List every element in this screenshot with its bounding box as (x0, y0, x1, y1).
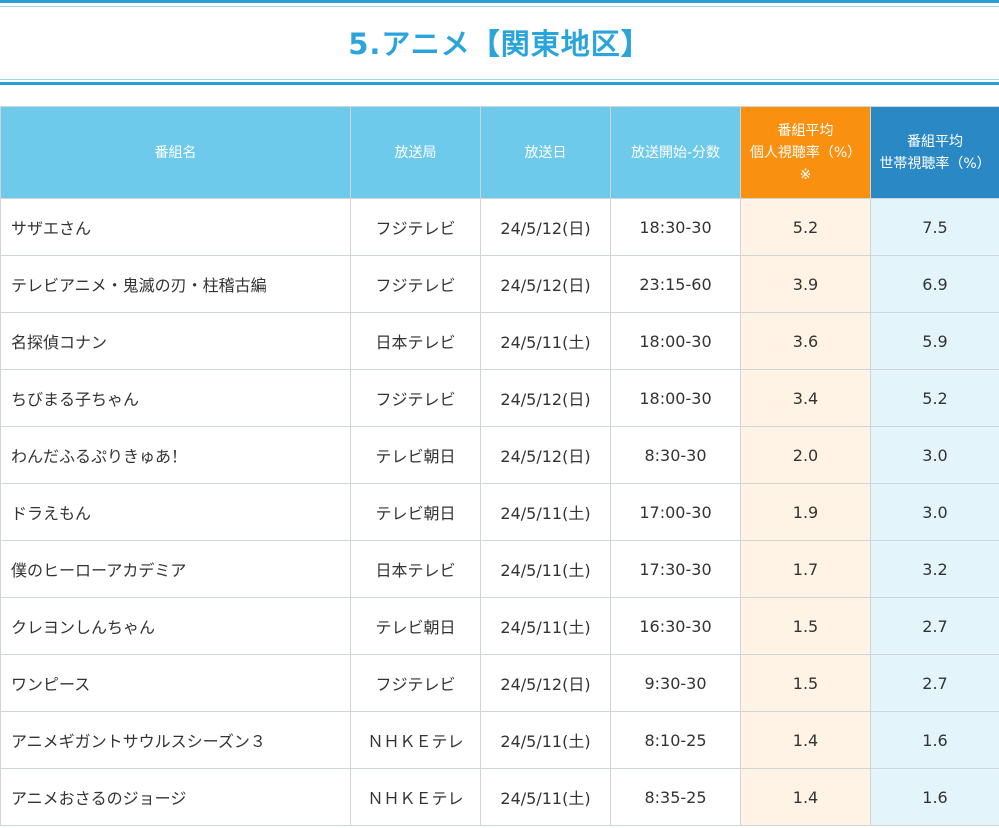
cell-start-duration: 17:30-30 (610, 540, 741, 598)
table-row: 名探偵コナン 日本テレビ 24/5/11(土) 18:00-30 3.6 5.9 (0, 312, 999, 370)
header-personal-rating: 番組平均 個人視聴率（%） ※ (740, 106, 871, 199)
table-row: クレヨンしんちゃん テレビ朝日 24/5/11(土) 16:30-30 1.5 2.7 (0, 597, 999, 655)
cell-date: 24/5/12(日) (480, 369, 611, 427)
cell-date: 24/5/11(土) (480, 711, 611, 769)
cell-personal-rating: 2.0 (740, 426, 871, 484)
table-row: サザエさん フジテレビ 24/5/12(日) 18:30-30 5.2 7.5 (0, 198, 999, 256)
header-personal-line2: 個人視聴率（%） (749, 144, 862, 161)
cell-program-name: ドラえもん (0, 483, 351, 541)
cell-program-name: アニメおさるのジョージ (0, 768, 351, 826)
cell-date: 24/5/11(土) (480, 540, 611, 598)
cell-program-name: アニメギガントサウルスシーズン３ (0, 711, 351, 769)
cell-date: 24/5/12(日) (480, 426, 611, 484)
cell-date: 24/5/11(土) (480, 597, 611, 655)
title-rule-top-thin (0, 6, 999, 7)
header-personal-line1: 番組平均 (777, 122, 834, 139)
cell-personal-rating: 1.7 (740, 540, 871, 598)
title-rule-bottom (0, 82, 999, 85)
cell-start-duration: 8:30-30 (610, 426, 741, 484)
cell-household-rating: 3.0 (870, 483, 999, 541)
cell-household-rating: 5.9 (870, 312, 999, 370)
cell-date: 24/5/12(日) (480, 654, 611, 712)
cell-start-duration: 18:30-30 (610, 198, 741, 256)
header-start-duration: 放送開始-分数 (610, 106, 741, 199)
cell-start-duration: 8:35-25 (610, 768, 741, 826)
header-household-rating: 番組平均 世帯視聴率（%） (870, 106, 999, 199)
table-row: アニメおさるのジョージ ＮＨＫＥテレ 24/5/11(土) 8:35-25 1.4 1.6 (0, 768, 999, 826)
cell-household-rating: 1.6 (870, 768, 999, 826)
cell-personal-rating: 1.4 (740, 711, 871, 769)
header-program-name: 番組名 (0, 106, 351, 199)
cell-program-name: サザエさん (0, 198, 351, 256)
cell-start-duration: 18:00-30 (610, 312, 741, 370)
header-personal-note-mark: ※ (799, 166, 812, 183)
table-row: アニメギガントサウルスシーズン３ ＮＨＫＥテレ 24/5/11(土) 8:10-25 1… (0, 711, 999, 769)
cell-personal-rating: 3.6 (740, 312, 871, 370)
table-row: 僕のヒーローアカデミア 日本テレビ 24/5/11(土) 17:30-30 1.7 3.2 (0, 540, 999, 598)
cell-station: フジテレビ (350, 654, 481, 712)
cell-date: 24/5/11(土) (480, 768, 611, 826)
cell-personal-rating: 3.4 (740, 369, 871, 427)
header-station: 放送局 (350, 106, 481, 199)
cell-date: 24/5/11(土) (480, 312, 611, 370)
table-row: ワンピース フジテレビ 24/5/12(日) 9:30-30 1.5 2.7 (0, 654, 999, 712)
cell-program-name: 僕のヒーローアカデミア (0, 540, 351, 598)
cell-start-duration: 16:30-30 (610, 597, 741, 655)
cell-personal-rating: 1.5 (740, 654, 871, 712)
cell-station: 日本テレビ (350, 312, 481, 370)
cell-personal-rating: 3.9 (740, 255, 871, 313)
header-household-line1: 番組平均 (907, 133, 963, 150)
cell-personal-rating: 1.9 (740, 483, 871, 541)
cell-personal-rating: 1.4 (740, 768, 871, 826)
cell-program-name: ワンピース (0, 654, 351, 712)
cell-program-name: ちびまる子ちゃん (0, 369, 351, 427)
cell-household-rating: 2.7 (870, 597, 999, 655)
cell-station: ＮＨＫＥテレ (350, 768, 481, 826)
table-header-row: 番組名 放送局 放送日 放送開始-分数 番組平均 個人視聴率（%） ※ 番組平均… (0, 106, 999, 199)
cell-household-rating: 3.0 (870, 426, 999, 484)
cell-program-name: わんだふるぷりきゅあ！ (0, 426, 351, 484)
cell-program-name: テレビアニメ・鬼滅の刃・柱稽古編 (0, 255, 351, 313)
cell-date: 24/5/11(土) (480, 483, 611, 541)
cell-station: ＮＨＫＥテレ (350, 711, 481, 769)
cell-station: フジテレビ (350, 369, 481, 427)
cell-start-duration: 23:15-60 (610, 255, 741, 313)
cell-household-rating: 6.9 (870, 255, 999, 313)
cell-start-duration: 8:10-25 (610, 711, 741, 769)
cell-program-name: 名探偵コナン (0, 312, 351, 370)
title-rule-top (0, 0, 999, 3)
cell-personal-rating: 1.5 (740, 597, 871, 655)
ratings-table: 番組名 放送局 放送日 放送開始-分数 番組平均 個人視聴率（%） ※ 番組平均… (0, 106, 999, 826)
cell-household-rating: 7.5 (870, 198, 999, 256)
table-row: ドラえもん テレビ朝日 24/5/11(土) 17:00-30 1.9 3.0 (0, 483, 999, 541)
cell-station: テレビ朝日 (350, 483, 481, 541)
cell-station: フジテレビ (350, 198, 481, 256)
cell-station: テレビ朝日 (350, 597, 481, 655)
page-title: 5.アニメ【関東地区】 (348, 27, 651, 61)
cell-start-duration: 17:00-30 (610, 483, 741, 541)
title-rule-bottom-thin (0, 79, 999, 80)
table-row: テレビアニメ・鬼滅の刃・柱稽古編 フジテレビ 24/5/12(日) 23:15-60 3… (0, 255, 999, 313)
cell-household-rating: 5.2 (870, 369, 999, 427)
cell-household-rating: 3.2 (870, 540, 999, 598)
cell-station: 日本テレビ (350, 540, 481, 598)
cell-station: テレビ朝日 (350, 426, 481, 484)
table-row: わんだふるぷりきゅあ！ テレビ朝日 24/5/12(日) 8:30-30 2.0 3.0 (0, 426, 999, 484)
title-band: 5.アニメ【関東地区】 (0, 0, 999, 86)
cell-date: 24/5/12(日) (480, 255, 611, 313)
header-household-line2: 世帯視聴率（%） (879, 155, 991, 172)
cell-start-duration: 9:30-30 (610, 654, 741, 712)
cell-personal-rating: 5.2 (740, 198, 871, 256)
cell-household-rating: 2.7 (870, 654, 999, 712)
cell-household-rating: 1.6 (870, 711, 999, 769)
cell-station: フジテレビ (350, 255, 481, 313)
header-date: 放送日 (480, 106, 611, 199)
cell-date: 24/5/12(日) (480, 198, 611, 256)
cell-start-duration: 18:00-30 (610, 369, 741, 427)
table-row: ちびまる子ちゃん フジテレビ 24/5/12(日) 18:00-30 3.4 5.2 (0, 369, 999, 427)
cell-program-name: クレヨンしんちゃん (0, 597, 351, 655)
